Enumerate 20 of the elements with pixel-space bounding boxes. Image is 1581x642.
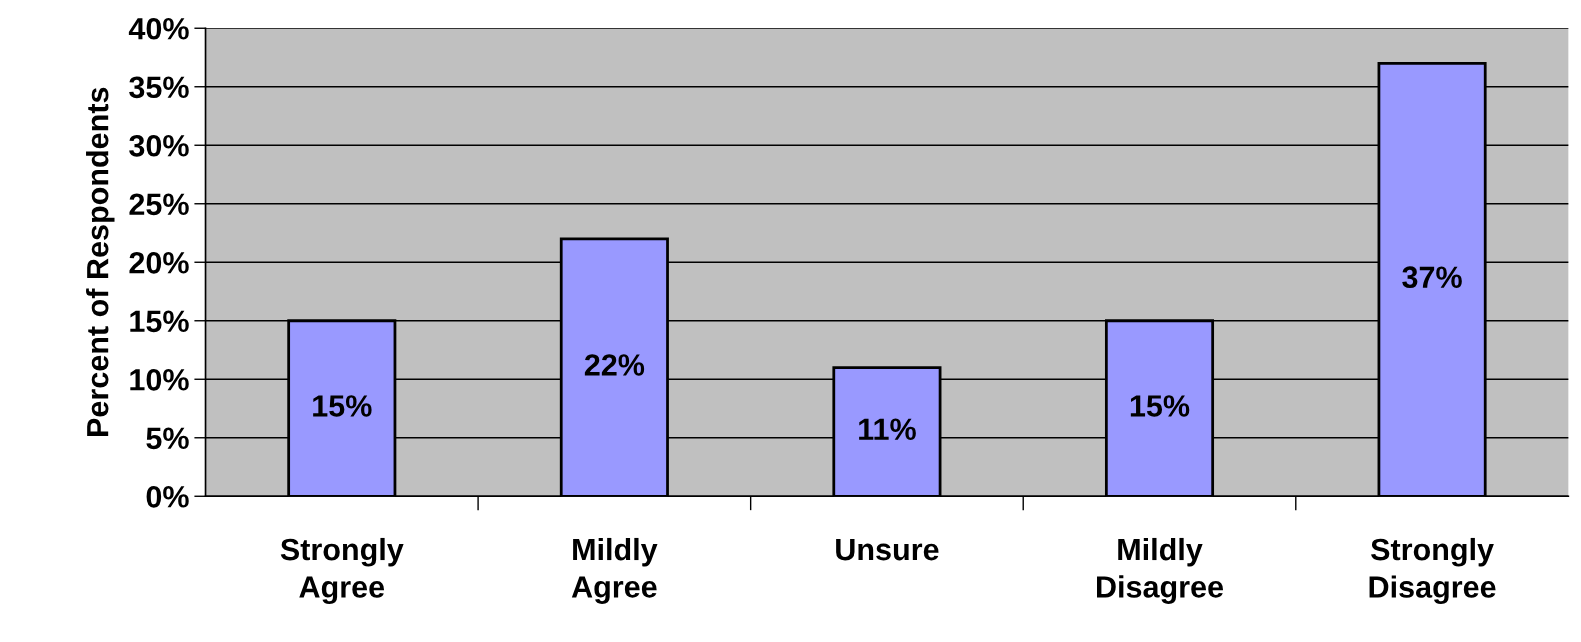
data-label: 37% — [1402, 266, 1462, 289]
data-label: 11% — [859, 418, 916, 441]
y-tick-label: 35% — [129, 76, 189, 99]
y-tick-label: 25% — [129, 193, 189, 216]
y-tick-label: 15% — [130, 310, 189, 333]
y-tick-label: 40% — [128, 17, 189, 40]
y-tick-label: 5% — [146, 427, 189, 450]
data-label: 22% — [584, 354, 645, 376]
x-tick-label: Mildly Disagree — [1097, 537, 1224, 604]
x-tick-label: Strongly Disagree — [1369, 537, 1496, 605]
y-axis-title: Percent of Respondents — [86, 87, 115, 436]
x-tick-label: Strongly Agree — [280, 537, 404, 605]
y-tick-label: 0% — [146, 486, 189, 508]
data-label: 15% — [1130, 395, 1190, 417]
x-tick-label: Unsure — [836, 539, 939, 561]
data-label: 15% — [313, 395, 372, 417]
y-tick-label: 10% — [130, 369, 189, 391]
x-tick-label: Mildly Agree — [571, 537, 658, 604]
y-tick-label: 20% — [129, 251, 189, 274]
y-tick-label: 30% — [129, 134, 189, 157]
